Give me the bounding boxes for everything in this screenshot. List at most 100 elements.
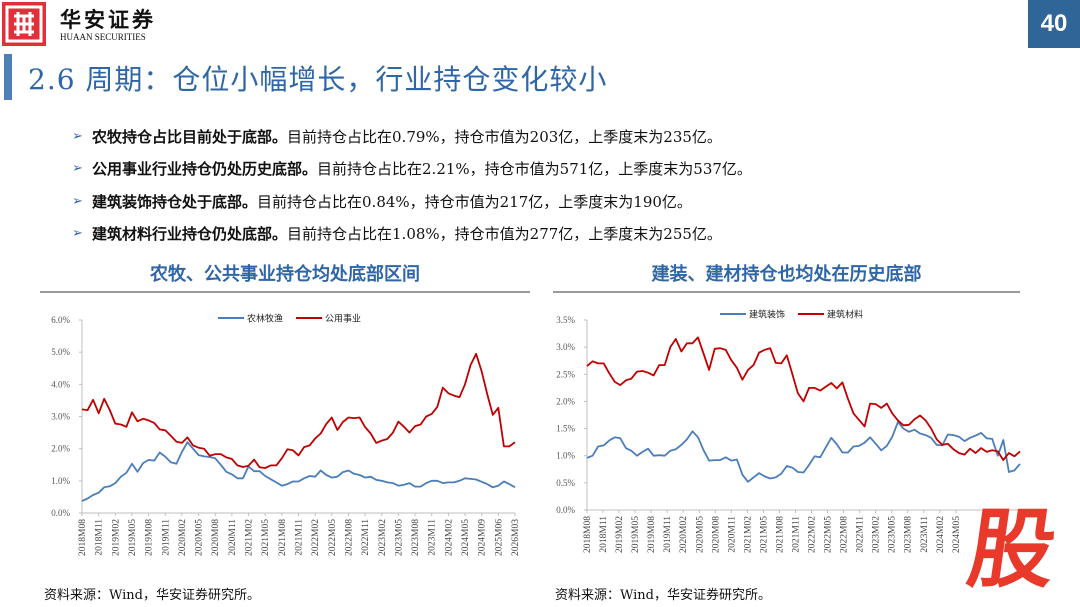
- y-tick-label: 3.0%: [556, 342, 575, 352]
- y-tick-label: 1.0%: [51, 476, 70, 486]
- legend-label: 建筑装饰: [749, 309, 785, 321]
- right-title-divider: [553, 291, 1020, 293]
- x-tick-label: 2019M05: [128, 519, 138, 556]
- x-tick-label: 2024M05: [952, 516, 962, 553]
- x-tick-label: 2021M11: [791, 516, 801, 553]
- y-tick-label: 2.0%: [51, 444, 70, 454]
- x-tick-label: 2021M08: [278, 519, 288, 556]
- arrow-bullet-icon: ➢: [72, 161, 83, 177]
- x-tick-label: 2019M11: [161, 519, 171, 556]
- bullet-item: ➢ 公用事业行业持仓仍处历史底部。 目前持仓占比在2.21%，持仓市值为571亿，上…: [72, 153, 752, 186]
- bullet-item: ➢ 农牧持仓占比目前处于底部。 目前持仓占比在0.79%，持仓市值为203亿，上季度…: [72, 120, 752, 153]
- x-tick-label: 2024M05: [461, 519, 471, 556]
- x-tick-label: 2021M05: [759, 516, 769, 553]
- x-tick-label: 2024M02: [444, 519, 454, 556]
- x-tick-label: 2023M08: [411, 519, 421, 556]
- series-line-blue: [586, 421, 1021, 483]
- x-tick-label: 2018M08: [78, 519, 88, 556]
- arrow-bullet-icon: ➢: [72, 193, 83, 209]
- x-tick-label: 2018M11: [599, 516, 609, 553]
- x-tick-label: 2022M05: [328, 519, 338, 556]
- series-line-blue: [81, 441, 516, 502]
- x-tick-label: 2023M02: [872, 516, 882, 553]
- page-number: 40: [1028, 0, 1080, 48]
- x-tick-label: 2022M08: [344, 519, 354, 556]
- x-tick-label: 2023M02: [378, 519, 388, 556]
- bullet-text: 目前持仓占比在2.21%，持仓市值为571亿，上季度末为537亿。: [317, 160, 752, 179]
- x-tick-label: 2026M03: [511, 519, 521, 556]
- left-title-divider: [40, 291, 530, 293]
- left-chart-title: 农牧、公共事业持仓均处底部区间: [150, 264, 420, 285]
- y-tick-label: 0.0%: [51, 508, 70, 518]
- bullet-headline: 公用事业行业持仓仍处历史底部。: [92, 160, 318, 179]
- y-tick-label: 4.0%: [51, 379, 70, 389]
- x-tick-label: 2023M11: [920, 516, 930, 553]
- x-tick-label: 2021M11: [295, 519, 305, 556]
- x-tick-label: 2020M08: [711, 516, 721, 553]
- x-tick-label: 2020M02: [679, 516, 689, 553]
- bullet-text: 目前持仓占比在0.79%，持仓市值为203亿，上季度末为235亿。: [287, 127, 722, 146]
- left-source-note: 资料来源：Wind，华安证券研究所。: [44, 588, 260, 603]
- huaan-logo-mark: [2, 2, 46, 46]
- title-accent-bar: [4, 54, 12, 100]
- x-tick-label: 2018M08: [583, 516, 593, 553]
- logo-chinese-name: 华安证券: [60, 7, 156, 32]
- x-tick-label: 2020M11: [228, 519, 238, 556]
- right-source-note: 资料来源：Wind，华安证券研究所。: [555, 588, 771, 603]
- x-tick-label: 2022M08: [840, 516, 850, 553]
- series-line-red: [81, 352, 516, 469]
- y-tick-label: 0.0%: [556, 505, 575, 515]
- x-tick-label: 2022M02: [311, 519, 321, 556]
- x-tick-label: 2020M02: [178, 519, 188, 556]
- bullet-headline: 农牧持仓占比目前处于底部。: [92, 127, 288, 146]
- x-tick-label: 2023M05: [888, 516, 898, 553]
- x-tick-label: 2023M11: [428, 519, 438, 556]
- x-tick-label: 2019M05: [631, 516, 641, 553]
- x-tick-label: 2022M11: [361, 519, 371, 556]
- bullet-text: 目前持仓占比在1.08%，持仓市值为277亿，上季度末为255亿。: [287, 225, 722, 244]
- series-line-red: [586, 336, 1021, 462]
- x-tick-label: 2019M02: [615, 516, 625, 553]
- x-tick-label: 2021M02: [743, 516, 753, 553]
- y-tick-label: 1.5%: [556, 424, 575, 434]
- x-tick-label: 2019M08: [145, 519, 155, 556]
- x-tick-label: 2019M08: [647, 516, 657, 553]
- y-tick-label: 0.5%: [556, 478, 575, 488]
- bullet-item: ➢ 建筑装饰持仓处于底部。 目前持仓占比在0.84%，持仓市值为217亿，上季度末为…: [72, 185, 752, 218]
- x-tick-label: 2020M05: [195, 519, 205, 556]
- x-tick-label: 2023M08: [904, 516, 914, 553]
- logo-english-name: HUAAN SECURITIES: [60, 32, 146, 42]
- y-tick-label: 3.5%: [556, 315, 575, 325]
- y-tick-label: 2.5%: [556, 369, 575, 379]
- arrow-bullet-icon: ➢: [72, 226, 83, 242]
- y-tick-label: 1.0%: [556, 451, 575, 461]
- x-tick-label: 2024M02: [936, 516, 946, 553]
- x-tick-label: 2021M05: [261, 519, 271, 556]
- x-tick-label: 2020M08: [211, 519, 221, 556]
- page-title: 2.6 周期：仓位小幅增长，行业持仓变化较小: [28, 63, 608, 96]
- right-chart-title: 建装、建材持仓也均处在历史底部: [651, 264, 922, 285]
- bullet-item: ➢ 建筑材料行业持仓仍处底部。 目前持仓占比在1.08%，持仓市值为277亿，上季度…: [72, 218, 752, 251]
- legend-label: 公用事业: [325, 313, 361, 325]
- legend-label: 农林牧渔: [247, 313, 283, 325]
- y-tick-label: 5.0%: [51, 347, 70, 357]
- x-tick-label: 2025M06: [494, 519, 504, 556]
- x-tick-label: 2019M02: [111, 519, 121, 556]
- x-tick-label: 2018M11: [95, 519, 105, 556]
- bullet-text: 目前持仓占比在0.84%，持仓市值为217亿，上季度末为190亿。: [257, 192, 692, 211]
- x-tick-label: 2021M02: [245, 519, 255, 556]
- x-tick-label: 2020M05: [695, 516, 705, 553]
- legend-label: 建筑材料: [827, 309, 863, 321]
- y-tick-label: 3.0%: [51, 412, 70, 422]
- x-tick-label: 2022M05: [824, 516, 834, 553]
- bullet-headline: 建筑装饰持仓处于底部。: [92, 192, 258, 211]
- x-tick-label: 2020M11: [727, 516, 737, 553]
- arrow-bullet-icon: ➢: [72, 128, 83, 144]
- bullet-headline: 建筑材料行业持仓仍处底部。: [92, 225, 288, 244]
- y-tick-label: 6.0%: [51, 315, 70, 325]
- x-tick-label: 2024M09: [478, 519, 488, 556]
- bullet-list: ➢ 农牧持仓占比目前处于底部。 目前持仓占比在0.79%，持仓市值为203亿，上季度…: [72, 120, 752, 250]
- x-tick-label: 2022M02: [808, 516, 818, 553]
- x-tick-label: 2021M08: [775, 516, 785, 553]
